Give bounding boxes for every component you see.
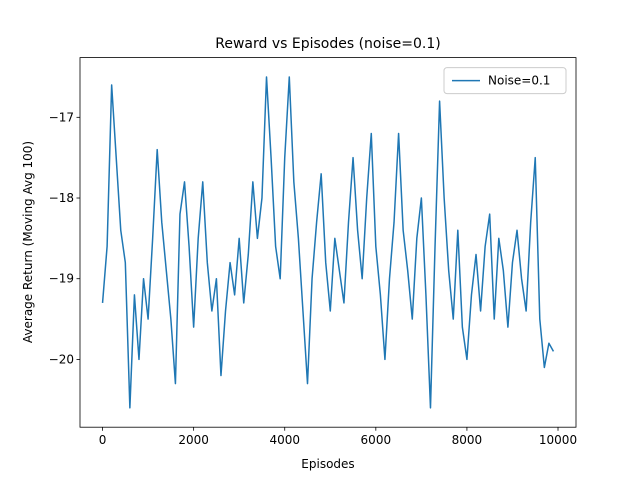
x-tick-label: 2000 bbox=[178, 433, 209, 447]
legend-label: Noise=0.1 bbox=[488, 74, 550, 88]
y-axis-label: Average Return (Moving Avg 100) bbox=[21, 141, 35, 343]
x-tick-label: 6000 bbox=[361, 433, 392, 447]
x-tick-label: 8000 bbox=[452, 433, 483, 447]
x-tick-label: 10000 bbox=[539, 433, 577, 447]
axes-frame bbox=[79, 57, 577, 428]
x-tick-label: 0 bbox=[99, 433, 107, 447]
legend-box bbox=[443, 67, 567, 95]
chart-title: Reward vs Episodes (noise=0.1) bbox=[215, 36, 441, 52]
line-series bbox=[101, 76, 555, 409]
y-tick-label: −17 bbox=[49, 110, 74, 124]
x-tick-label: 4000 bbox=[269, 433, 300, 447]
y-tick-label: −19 bbox=[49, 272, 74, 286]
y-tick-label: −20 bbox=[49, 352, 74, 366]
y-tick-label: −18 bbox=[49, 191, 74, 205]
x-axis-label: Episodes bbox=[301, 457, 354, 471]
